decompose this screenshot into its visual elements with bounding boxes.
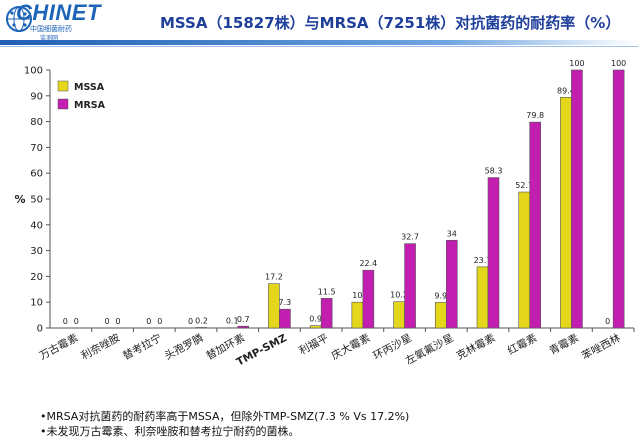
bar-mssa	[434, 302, 447, 329]
y-tick-label: 70	[30, 143, 43, 154]
logo-subtitle-2: 监测网	[40, 35, 59, 42]
globe-icon	[6, 6, 32, 32]
x-tick-label: 红霉素	[505, 331, 539, 357]
data-label: 34	[447, 229, 457, 238]
legend-label-mrsa: MRSA	[74, 100, 106, 111]
bar-mssa	[268, 283, 280, 329]
bar-mrsa	[571, 69, 583, 329]
note-2: •未发现万古霉素、利奈唑胺和替考拉宁耐药的菌株。	[40, 425, 300, 438]
bar-mssa	[476, 266, 489, 329]
x-tick-label: 利福平	[297, 331, 331, 357]
page-title: MSSA（15827株）与MRSA（7251株）对抗菌药的耐药率（%）	[160, 14, 621, 32]
y-tick-label: 90	[30, 91, 43, 102]
y-tick-label: 0	[37, 324, 43, 335]
bar-mrsa	[487, 177, 500, 329]
y-tick-label: 10	[30, 298, 43, 309]
x-tick-label: 苯唑西林	[579, 331, 623, 362]
y-tick-label: 100	[24, 66, 43, 77]
data-label: 7.3	[279, 298, 292, 307]
data-label: 0	[605, 317, 610, 326]
legend-swatch-mssa	[57, 80, 69, 92]
bar-mrsa	[404, 243, 416, 329]
x-tick-label: 利奈唑胺	[79, 331, 123, 362]
data-label: 79.8	[526, 111, 544, 120]
x-tick-label: 青霉素	[547, 331, 581, 357]
legend-label-mssa: MSSA	[74, 82, 105, 93]
chinet-logo: CHINET 中国细菌耐药 监测网	[4, 0, 114, 42]
bar-mrsa	[362, 269, 375, 329]
y-tick-label: 60	[30, 169, 43, 180]
x-tick-label: 克林霉素	[454, 331, 497, 362]
data-label: 17.2	[265, 273, 283, 282]
y-tick-label: 20	[30, 272, 43, 283]
data-label: 10	[352, 291, 362, 300]
data-label: 10.2	[390, 291, 408, 300]
data-label: 0	[63, 317, 68, 326]
data-label: 22.4	[359, 259, 377, 268]
data-label: 58.3	[485, 167, 503, 176]
data-label: 0	[188, 317, 193, 326]
bar-mrsa	[612, 69, 625, 329]
y-tick-label: 30	[30, 246, 43, 257]
y-tick-label: 40	[30, 220, 43, 231]
bar-mrsa	[279, 308, 291, 329]
data-label: 23.7	[474, 256, 492, 265]
bar-mrsa	[237, 325, 250, 329]
logo-subtitle: 中国细菌耐药	[30, 25, 72, 33]
bar-mssa	[309, 325, 322, 329]
data-label: 52.7	[515, 181, 533, 190]
data-label: 0	[105, 317, 110, 326]
bar-mrsa	[529, 121, 542, 329]
data-label: 0	[116, 317, 121, 326]
data-label: 11.5	[318, 287, 336, 296]
notes: •MRSA对抗菌药的耐药率高于MSSA，但除外TMP-SMZ(7.3 % Vs …	[40, 409, 409, 439]
data-label: 0.9	[309, 315, 322, 324]
bar-mssa	[560, 97, 572, 329]
legend-swatch-mrsa	[57, 98, 69, 110]
bar-mssa	[351, 301, 364, 329]
x-tick-label: 替考拉宁	[121, 331, 164, 362]
data-label: 89.4	[557, 86, 575, 95]
x-tick-label: 万古霉素	[37, 331, 80, 362]
data-label: 0	[157, 317, 162, 326]
bar-mrsa	[195, 327, 208, 329]
y-tick-label: 50	[30, 195, 43, 206]
bar-mssa	[393, 301, 405, 329]
bar-mrsa	[445, 239, 458, 329]
x-tick-label: 左氧氟沙星	[403, 331, 455, 367]
note-1: •MRSA对抗菌药的耐药率高于MSSA，但除外TMP-SMZ(7.3 % Vs …	[40, 410, 410, 423]
bar-mssa	[518, 191, 531, 329]
x-tick-label: 头孢罗膦	[162, 331, 206, 362]
header-rule	[0, 40, 638, 45]
data-label: 0.2	[195, 316, 208, 325]
logo-text: CHINET	[16, 0, 101, 25]
data-label: 100	[611, 59, 626, 68]
data-label: 0.7	[237, 315, 250, 324]
y-axis-label: %	[14, 193, 25, 206]
data-label: 0	[74, 317, 79, 326]
data-label: 9.9	[434, 291, 447, 300]
data-label: 32.7	[401, 233, 419, 242]
y-tick-label: 80	[30, 117, 43, 128]
data-label: 0.1	[226, 317, 239, 326]
data-label: 0	[146, 317, 151, 326]
bar-mrsa	[320, 298, 333, 329]
data-label: 100	[569, 59, 584, 68]
header-rule-thin	[0, 46, 638, 47]
x-tick-label: 庆大霉素	[329, 331, 372, 362]
